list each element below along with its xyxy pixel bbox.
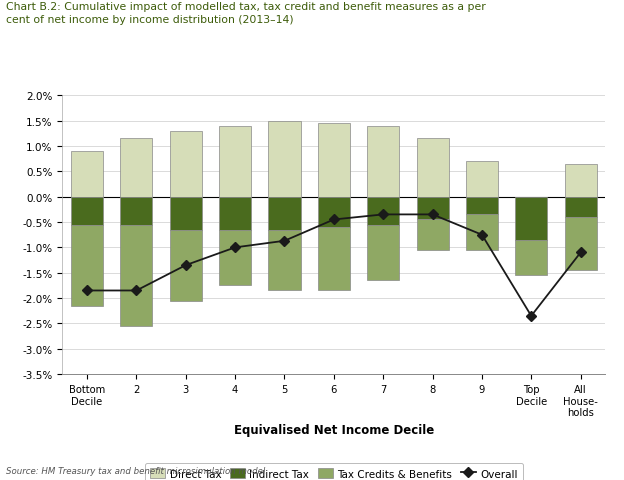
Bar: [71, 152, 103, 197]
Bar: [170, 132, 202, 197]
Overall: [379, 212, 387, 218]
Bar: [219, 197, 251, 230]
Bar: [515, 240, 547, 276]
Bar: [268, 197, 301, 230]
Bar: [565, 164, 597, 197]
Bar: [170, 230, 202, 301]
Line: Overall: Overall: [84, 212, 584, 320]
Text: Source: HM Treasury tax and benefit microsimulation model.: Source: HM Treasury tax and benefit micr…: [6, 466, 268, 475]
Bar: [416, 197, 449, 220]
Bar: [416, 220, 449, 251]
Overall: [281, 239, 288, 244]
Bar: [367, 197, 399, 225]
Overall: [182, 263, 190, 268]
Overall: [133, 288, 140, 294]
Overall: [330, 217, 338, 223]
Bar: [268, 230, 301, 291]
Bar: [416, 139, 449, 197]
Overall: [577, 250, 584, 256]
Bar: [170, 197, 202, 230]
Bar: [318, 228, 350, 291]
Bar: [120, 197, 152, 225]
Bar: [565, 197, 597, 217]
Bar: [120, 139, 152, 197]
Bar: [565, 217, 597, 271]
X-axis label: Equivalised Net Income Decile: Equivalised Net Income Decile: [234, 423, 434, 436]
Bar: [515, 197, 547, 240]
Bar: [318, 124, 350, 197]
Bar: [268, 121, 301, 197]
Bar: [466, 215, 498, 251]
Bar: [71, 197, 103, 225]
Bar: [318, 197, 350, 228]
Overall: [84, 288, 91, 294]
Bar: [120, 225, 152, 326]
Bar: [367, 225, 399, 281]
Bar: [219, 230, 251, 286]
Bar: [466, 197, 498, 215]
Bar: [219, 126, 251, 197]
Overall: [527, 313, 535, 319]
Bar: [71, 225, 103, 306]
Overall: [478, 232, 485, 238]
Text: Chart B.2: Cumulative impact of modelled tax, tax credit and benefit measures as: Chart B.2: Cumulative impact of modelled…: [6, 2, 486, 25]
Legend: Direct Tax, Indirect Tax, Tax Credits & Benefits, Overall: Direct Tax, Indirect Tax, Tax Credits & …: [145, 463, 523, 480]
Overall: [429, 212, 436, 218]
Bar: [367, 126, 399, 197]
Bar: [466, 162, 498, 197]
Overall: [232, 245, 239, 251]
